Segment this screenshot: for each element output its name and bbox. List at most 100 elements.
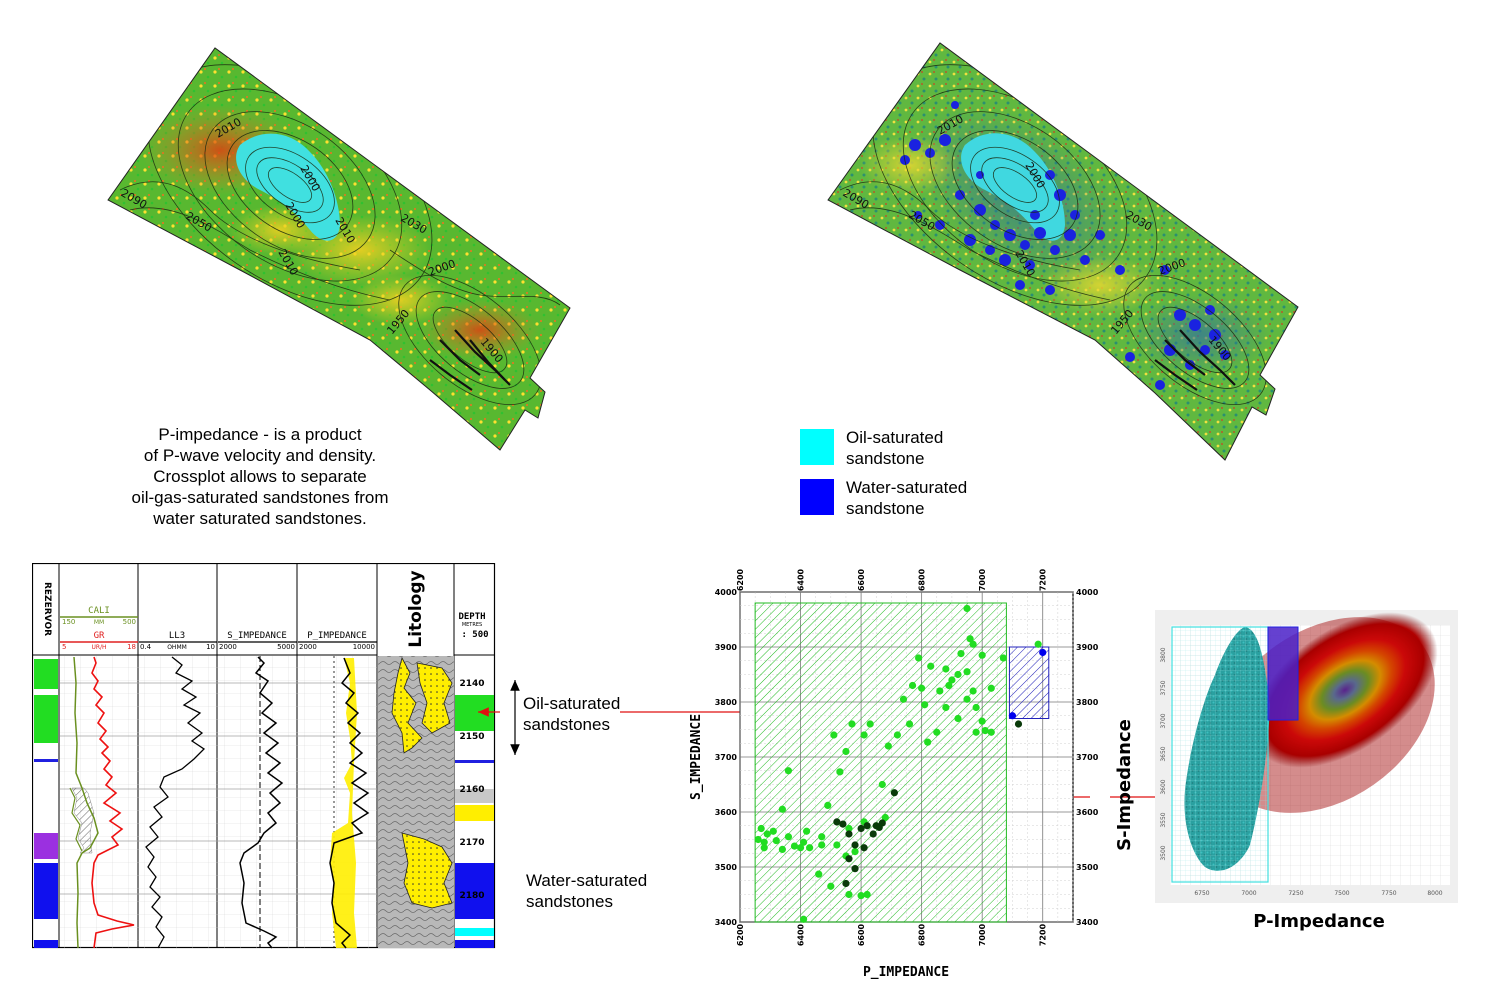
x-tick-top: 6400 (797, 568, 806, 591)
scatter-point (836, 768, 844, 776)
density-y-tick: 3550 (1160, 812, 1167, 827)
scatter-point (893, 731, 902, 739)
caption-line: of P-wave velocity and density. (143, 446, 377, 465)
scatter-point (963, 604, 971, 613)
scatter-point (833, 818, 841, 826)
y-tick-left: 3500 (715, 863, 738, 872)
x-tick-bottom: 7000 (978, 923, 987, 946)
caption-line: Crossplot allows to separate (153, 467, 367, 486)
scatter-point (921, 701, 929, 709)
x-tick-top: 7200 (1039, 568, 1048, 591)
scatter-point (957, 650, 965, 658)
y-tick-left: 4000 (715, 588, 738, 597)
well-log-panel: REZERVOR CALI 150 MM 500 GR 5 UR/H 18 LL… (32, 563, 496, 949)
water-label-line2: sandstones (526, 892, 613, 911)
y-tick-left: 3900 (715, 643, 738, 652)
scatter-point (845, 890, 853, 899)
scatter-point (942, 665, 950, 673)
scatter-point (769, 827, 777, 835)
x-tick-top: 6200 (736, 568, 745, 591)
density-y-tick: 3650 (1160, 746, 1167, 761)
scatter-point (845, 855, 853, 863)
scatter-point (878, 819, 886, 827)
caption-line: P-impedance - is a product (158, 425, 362, 444)
depth-tick: 2140 (459, 679, 484, 689)
gr-min: 5 (62, 643, 66, 651)
scatter-point (772, 837, 780, 845)
y-tick-right: 3700 (1076, 753, 1099, 762)
cali-min: 150 (62, 618, 75, 626)
water-sandstones-label: Water-saturated sandstones (526, 870, 647, 912)
scatter-point (842, 747, 850, 756)
x-tick-bottom: 6600 (857, 923, 866, 946)
ll3-name: LL3 (169, 631, 185, 641)
scatter-point (963, 668, 971, 676)
scatter-point (969, 640, 977, 648)
s-impedance-name: S_IMPEDANCE (227, 631, 287, 641)
oil-sandstones-label: Oil-saturated sandstones (523, 693, 620, 735)
y-tick-right: 3400 (1076, 918, 1099, 927)
scatter-point (878, 780, 886, 789)
s-impedance-max: 5000 (277, 643, 295, 651)
density-x-tick: 7250 (1288, 890, 1303, 897)
depth-tick: 2150 (459, 732, 484, 742)
scatter-point (851, 865, 859, 873)
scatter-point (818, 833, 826, 841)
scatter-point (790, 842, 799, 850)
x-tick-bottom: 6200 (736, 923, 745, 946)
p-impedance-name: P_IMPEDANCE (307, 631, 367, 641)
scatter-point (760, 838, 768, 846)
y-tick-left: 3600 (715, 808, 738, 817)
scatter-point (905, 720, 914, 728)
scatter-point (978, 717, 986, 725)
scatter-point (999, 654, 1007, 662)
scatter-point (936, 687, 944, 695)
scatter-point (799, 915, 808, 923)
ll3-unit: OHMM (167, 644, 187, 651)
scatter-point (908, 681, 917, 690)
scatter-point (763, 830, 771, 838)
scatter-point (945, 681, 953, 690)
scatter-point (954, 670, 962, 679)
scatter-point (842, 879, 850, 888)
scatter-point (899, 695, 908, 703)
scatter-point (848, 720, 856, 728)
x-tick-top: 6600 (857, 568, 866, 591)
gr-name: GR (94, 631, 105, 641)
caption-line: water saturated sandstones. (153, 509, 367, 528)
scatter-point (933, 728, 941, 736)
p-impedance-map: 2010 2000 2030 2090 2050 2010 2000 2000 … (107, 47, 571, 451)
scatter-point (818, 841, 826, 849)
gr-unit: UR/H (91, 644, 106, 651)
scatter-point (869, 830, 877, 838)
cali-unit: MM (94, 619, 104, 626)
legend-label-water: Water-saturated sandstone (846, 477, 967, 519)
scatter-point (796, 844, 805, 852)
density-y-tick: 3700 (1160, 713, 1167, 728)
x-tick-bottom: 6800 (918, 923, 927, 946)
p-impedance-min: 2000 (299, 643, 317, 651)
scatter-point (890, 789, 898, 797)
scatter-point (972, 728, 980, 736)
scatter-point (815, 870, 823, 878)
density-y-tick: 3800 (1160, 647, 1167, 662)
scatter-point (806, 844, 814, 852)
scatter-point (866, 720, 874, 728)
legend-water-line1: Water-saturated (846, 478, 968, 497)
depth-name: DEPTH (458, 612, 485, 622)
saturation-map: 2010 2000 2030 2090 2050 2010 2000 1950 … (827, 42, 1299, 461)
scatter-point (760, 844, 768, 852)
legend-oil-line1: Oil-saturated (846, 428, 944, 447)
scatter-point (863, 890, 871, 899)
density-y-tick: 3500 (1160, 845, 1167, 860)
density-x-tick: 7750 (1381, 890, 1396, 897)
scatter-point (857, 824, 865, 833)
oil-label-line2: sandstones (523, 715, 610, 734)
x-tick-bottom: 7200 (1039, 923, 1048, 946)
depth-tick: 2160 (459, 785, 484, 795)
scatter-point (784, 833, 793, 841)
scatter-point (860, 731, 868, 739)
legend-label-oil: Oil-saturated sandstone (846, 427, 943, 469)
y-tick-right: 4000 (1076, 588, 1099, 597)
p-impedance-max: 10000 (353, 643, 375, 651)
